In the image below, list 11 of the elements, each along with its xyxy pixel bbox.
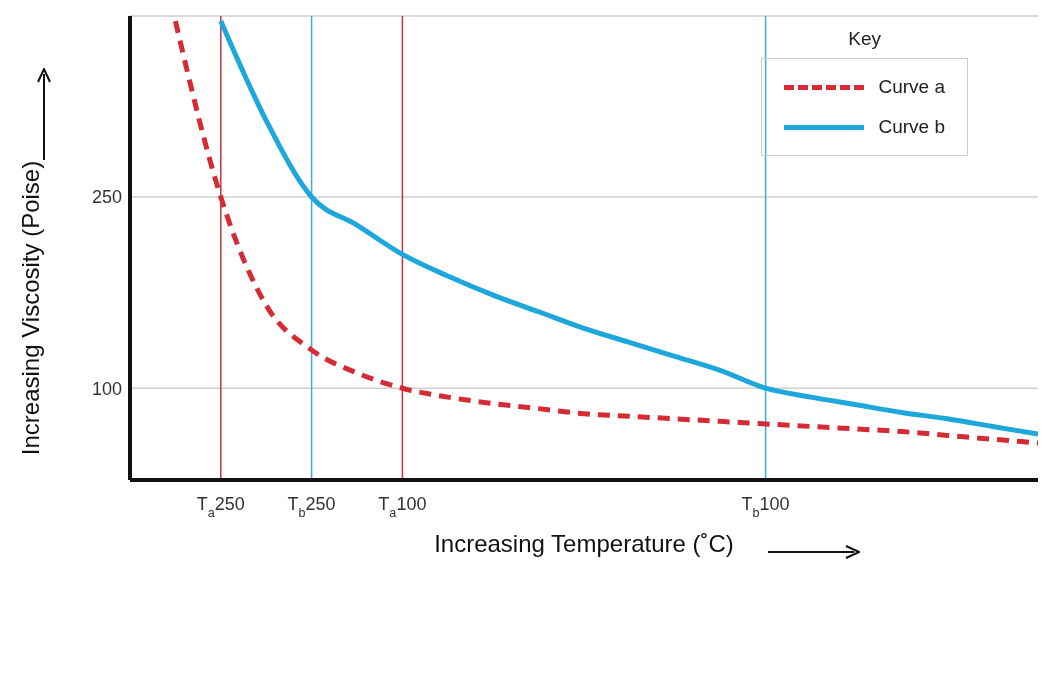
- x-tick-label: T$_{a}$100: [378, 494, 427, 520]
- legend-label: Curve b: [878, 116, 945, 138]
- x-tick-label: T$_{a}$250: [196, 494, 245, 520]
- y-tick-label: 250: [91, 187, 122, 208]
- legend-title: Key: [847, 28, 883, 50]
- y-axis-title: Increasing Viscosity (Poise): [16, 160, 44, 456]
- x-axis-title: Increasing Temperature (˚C): [434, 530, 734, 557]
- x-tick-label: T$_{b}$100: [741, 494, 790, 520]
- legend-label: Curve a: [878, 76, 945, 98]
- y-tick-label: 100: [91, 378, 122, 399]
- x-tick-label: T$_{b}$250: [287, 494, 336, 520]
